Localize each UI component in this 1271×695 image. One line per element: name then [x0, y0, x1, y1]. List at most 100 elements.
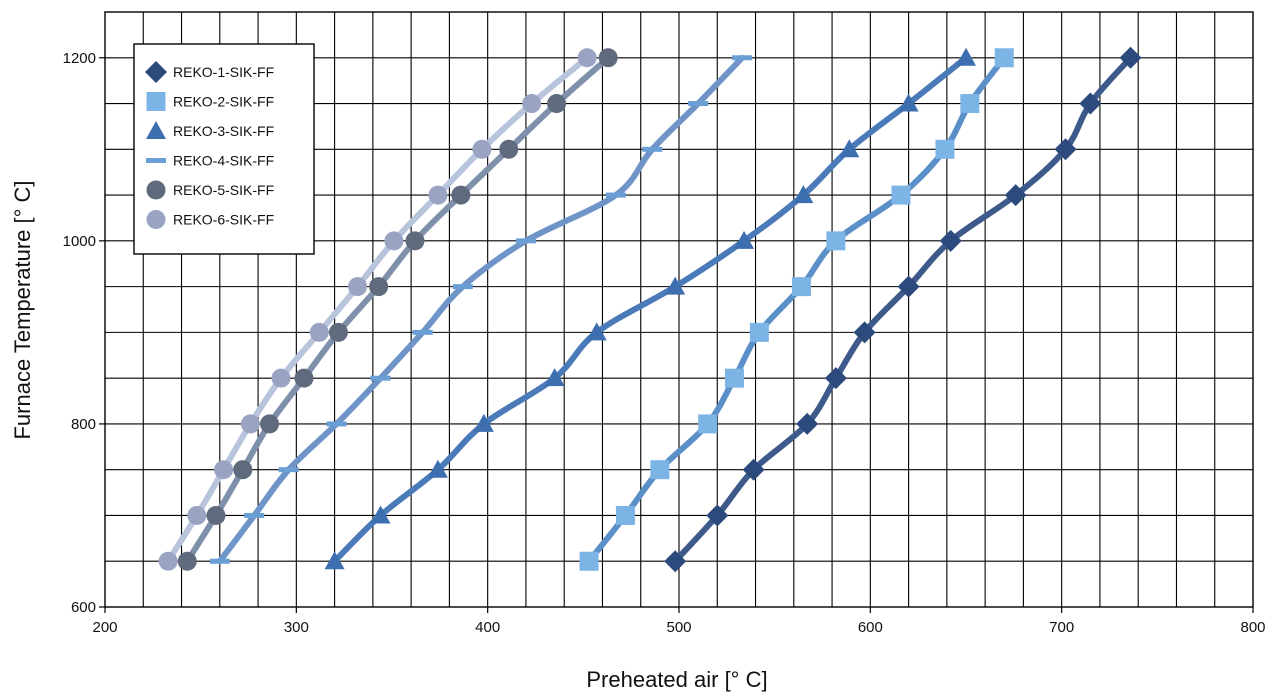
data-point: [732, 55, 753, 61]
data-point: [698, 414, 718, 434]
legend-label: REKO-4-SIK-FF: [173, 153, 274, 169]
legend-item: REKO-3-SIK-FF: [146, 121, 274, 139]
x-tick-label: 300: [284, 619, 309, 636]
data-point: [473, 413, 494, 432]
legend-marker: [145, 61, 167, 83]
data-point: [384, 231, 404, 251]
data-point: [177, 551, 197, 571]
data-point: [452, 284, 473, 290]
legend-item: REKO-2-SIK-FF: [146, 92, 274, 111]
y-tick-label: 600: [71, 599, 96, 616]
data-point: [214, 460, 234, 480]
series-4: [209, 54, 753, 565]
y-tick-label: 1200: [63, 50, 96, 67]
legend-marker: [146, 210, 166, 229]
legend-label: REKO-2-SIK-FF: [173, 94, 274, 110]
data-point: [598, 48, 618, 68]
data-point: [278, 467, 299, 473]
data-point: [1079, 92, 1102, 115]
data-point: [960, 94, 980, 114]
data-point: [749, 322, 769, 342]
data-point: [472, 139, 492, 159]
data-point: [650, 460, 670, 480]
data-point: [233, 460, 253, 480]
data-point: [853, 321, 876, 344]
data-point: [665, 276, 686, 295]
legend-item: REKO-1-SIK-FF: [145, 61, 274, 83]
data-point: [326, 421, 347, 427]
x-tick-label: 700: [1049, 619, 1074, 636]
x-tick-label: 200: [92, 619, 117, 636]
series-5: [177, 48, 618, 571]
legend-marker: [146, 92, 166, 111]
data-point: [579, 551, 599, 571]
data-point: [370, 505, 391, 524]
data-point: [328, 322, 348, 342]
legend-marker: [146, 158, 166, 163]
legend-label: REKO-6-SIK-FF: [173, 212, 274, 228]
data-point: [309, 322, 329, 342]
data-point: [499, 139, 519, 159]
series-3: [324, 47, 976, 570]
data-point: [615, 505, 635, 525]
data-point: [897, 275, 920, 298]
data-point: [240, 414, 260, 434]
data-point: [428, 185, 448, 205]
x-tick-label: 500: [666, 619, 691, 636]
data-point: [734, 230, 755, 249]
data-point: [206, 505, 226, 525]
data-point: [244, 512, 265, 518]
y-tick-label: 1000: [63, 233, 96, 250]
data-point: [515, 238, 536, 244]
data-point: [547, 94, 567, 114]
data-point: [1119, 46, 1142, 69]
series-2: [579, 48, 1014, 571]
y-axis-title: Furnace Temperature [° C]: [10, 180, 35, 439]
legend-label: REKO-5-SIK-FF: [173, 182, 274, 198]
legend-marker: [146, 121, 166, 139]
x-axis-title: Preheated air [° C]: [586, 667, 767, 692]
data-point: [577, 48, 597, 68]
legend-item: REKO-4-SIK-FF: [146, 153, 274, 169]
x-tick-label: 800: [1240, 619, 1265, 636]
data-point: [796, 412, 819, 435]
data-point: [260, 414, 280, 434]
data-point: [956, 47, 976, 66]
data-point: [935, 139, 955, 159]
x-tick-label: 400: [475, 619, 500, 636]
data-point: [209, 558, 230, 564]
legend-item: REKO-5-SIK-FF: [146, 180, 274, 200]
data-point: [791, 277, 811, 297]
series-layer: [158, 46, 1142, 573]
data-point: [898, 93, 919, 112]
data-point: [642, 146, 663, 152]
data-point: [271, 368, 291, 388]
data-point: [412, 329, 433, 335]
data-point: [793, 185, 814, 204]
series-1: [664, 46, 1142, 573]
data-point: [939, 229, 962, 252]
legend-label: REKO-3-SIK-FF: [173, 123, 274, 139]
data-point: [451, 185, 471, 205]
series-line: [672, 54, 1134, 565]
data-point: [724, 368, 744, 388]
series-6: [158, 48, 597, 571]
data-point: [824, 367, 847, 390]
data-point: [839, 139, 860, 158]
data-point: [522, 94, 542, 114]
data-point: [348, 277, 368, 297]
data-point: [294, 368, 314, 388]
data-point: [664, 550, 687, 573]
data-point: [1054, 138, 1077, 161]
legend: REKO-1-SIK-FF REKO-2-SIK-FF REKO-3-SIK-FF R…: [133, 43, 315, 255]
data-point: [586, 322, 607, 341]
series-line: [586, 54, 1008, 565]
data-point: [994, 48, 1014, 68]
x-tick-label: 600: [858, 619, 883, 636]
data-point: [891, 185, 911, 205]
data-point: [544, 368, 565, 387]
data-point: [187, 505, 207, 525]
y-tick-label: 800: [71, 416, 96, 433]
